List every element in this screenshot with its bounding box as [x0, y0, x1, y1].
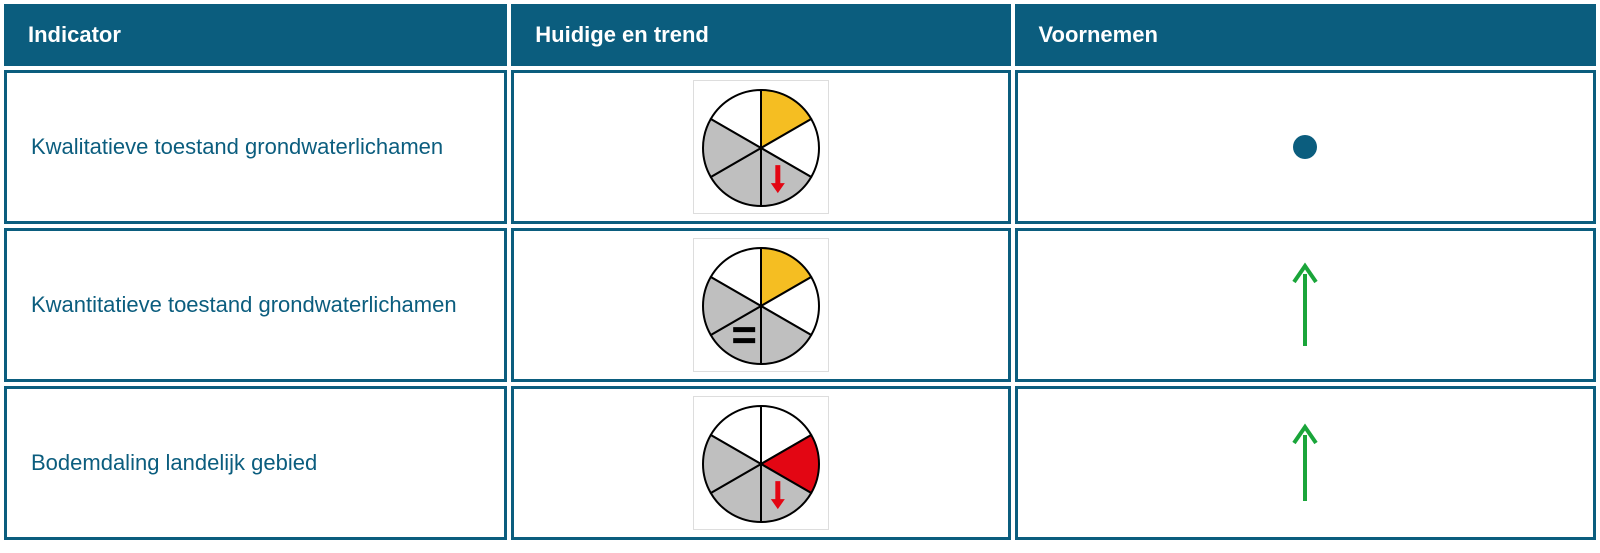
header-trend: Huidige en trend	[511, 4, 1010, 66]
table-row: Bodemdaling landelijk gebied	[4, 386, 1596, 540]
indicator-table: Indicator Huidige en trend Voornemen Kwa…	[0, 0, 1600, 544]
trend-cell	[511, 70, 1010, 224]
indicator-cell: Bodemdaling landelijk gebied	[4, 386, 507, 540]
header-voornemen: Voornemen	[1015, 4, 1596, 66]
header-indicator: Indicator	[4, 4, 507, 66]
indicator-label: Bodemdaling landelijk gebied	[31, 450, 317, 475]
indicator-label: Kwantitatieve toestand grondwaterlichame…	[31, 292, 457, 317]
hexpie-icon	[693, 396, 829, 530]
table-row: Kwalitatieve toestand grondwaterlichamen	[4, 70, 1596, 224]
voornemen-cell	[1015, 70, 1596, 224]
voornemen-cell	[1015, 386, 1596, 540]
arrow-up-icon	[1285, 260, 1325, 350]
indicator-cell: Kwalitatieve toestand grondwaterlichamen	[4, 70, 507, 224]
trend-cell	[511, 386, 1010, 540]
indicator-label: Kwalitatieve toestand grondwaterlichamen	[31, 134, 443, 159]
indicator-cell: Kwantitatieve toestand grondwaterlichame…	[4, 228, 507, 382]
voornemen-cell	[1015, 228, 1596, 382]
arrow-up-icon	[1285, 421, 1325, 505]
table-row: Kwantitatieve toestand grondwaterlichame…	[4, 228, 1596, 382]
hexpie-icon	[693, 80, 829, 214]
trend-cell	[511, 228, 1010, 382]
hexpie-icon	[693, 238, 829, 372]
table-header-row: Indicator Huidige en trend Voornemen	[4, 4, 1596, 66]
dot-icon	[1290, 132, 1320, 162]
